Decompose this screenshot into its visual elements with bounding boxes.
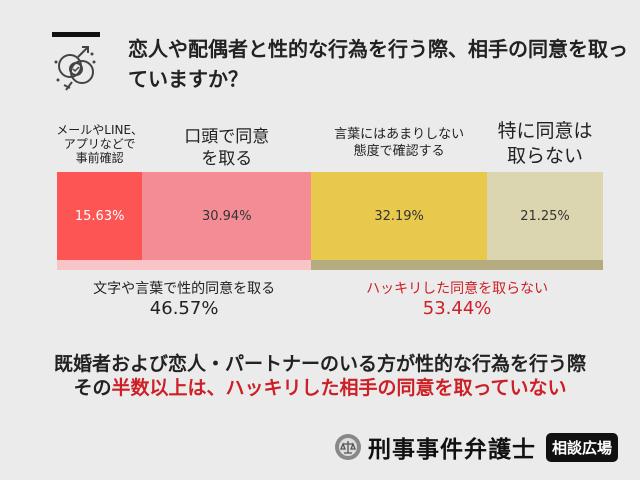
summary-prefix: その: [73, 377, 112, 399]
category-label: 特に同意は 取らない: [477, 119, 613, 169]
category-label-line: 口頭で同意: [184, 127, 270, 147]
bar-segment: 21.25%: [486, 172, 603, 260]
data-label: 30.94%: [201, 208, 252, 224]
brand-badge: 相談広場: [546, 432, 619, 462]
category-label-line: メールやLINE、: [56, 123, 144, 137]
summary-highlight: 半数以上は、ハッキリした相手の同意を取っていない: [111, 377, 567, 399]
group-value: 53.44%: [422, 298, 492, 319]
group-label: ハッキリした同意を取らない: [366, 281, 549, 297]
summary-line-2: その半数以上は、ハッキリした相手の同意を取っていない: [0, 376, 640, 400]
bar-segment: 30.94%: [142, 172, 312, 260]
data-label: 21.25%: [520, 208, 570, 224]
category-label-line: 事前確認: [75, 151, 124, 165]
group-band: [57, 260, 312, 270]
category-label-line: アプリなどで: [63, 137, 136, 151]
stacked-bar: 15.63% 30.94% 32.19% 21.25%: [57, 172, 603, 260]
category-label: 口頭で同意 を取る: [132, 126, 321, 170]
group-summary: ハッキリした同意を取らない 53.44%: [311, 278, 603, 319]
chart-title: 恋人や配偶者と性的な行為を行う際、相手の同意を取っていますか？: [128, 37, 628, 91]
category-label-line: 態度で確認する: [353, 144, 445, 159]
brand-name: 刑事事件弁護士: [368, 437, 536, 463]
consent-gender-icon: [48, 32, 104, 96]
scales-seal-icon: [335, 434, 361, 460]
data-label: 15.63%: [74, 208, 125, 224]
bar-segment: 15.63%: [57, 172, 143, 260]
category-label-line: 取らない: [506, 145, 583, 167]
category-label-line: 特に同意は: [497, 120, 593, 142]
group-summary: 文字や言葉で性的同意を取る 46.57%: [57, 278, 311, 319]
bar-segment: 32.19%: [311, 172, 487, 260]
group-value: 46.57%: [149, 298, 219, 319]
category-label-line: 言葉にはあまりしない: [334, 127, 465, 142]
category-label: メールやLINE、 アプリなどで 事前確認: [47, 123, 152, 165]
group-label: 文字や言葉で性的同意を取る: [93, 281, 276, 297]
data-label: 32.19%: [374, 208, 424, 224]
summary-text: 既婚者および恋人・パートナーのいる方が性的な行為を行う際 その半数以上は、ハッキ…: [0, 352, 640, 400]
brand-logo: 刑事事件弁護士 相談広場: [334, 430, 619, 464]
category-label: 言葉にはあまりしない 態度で確認する: [301, 126, 497, 160]
category-label-line: を取る: [201, 149, 253, 169]
summary-line-1: 既婚者および恋人・パートナーのいる方が性的な行為を行う際: [53, 353, 586, 375]
group-band: [311, 260, 603, 270]
